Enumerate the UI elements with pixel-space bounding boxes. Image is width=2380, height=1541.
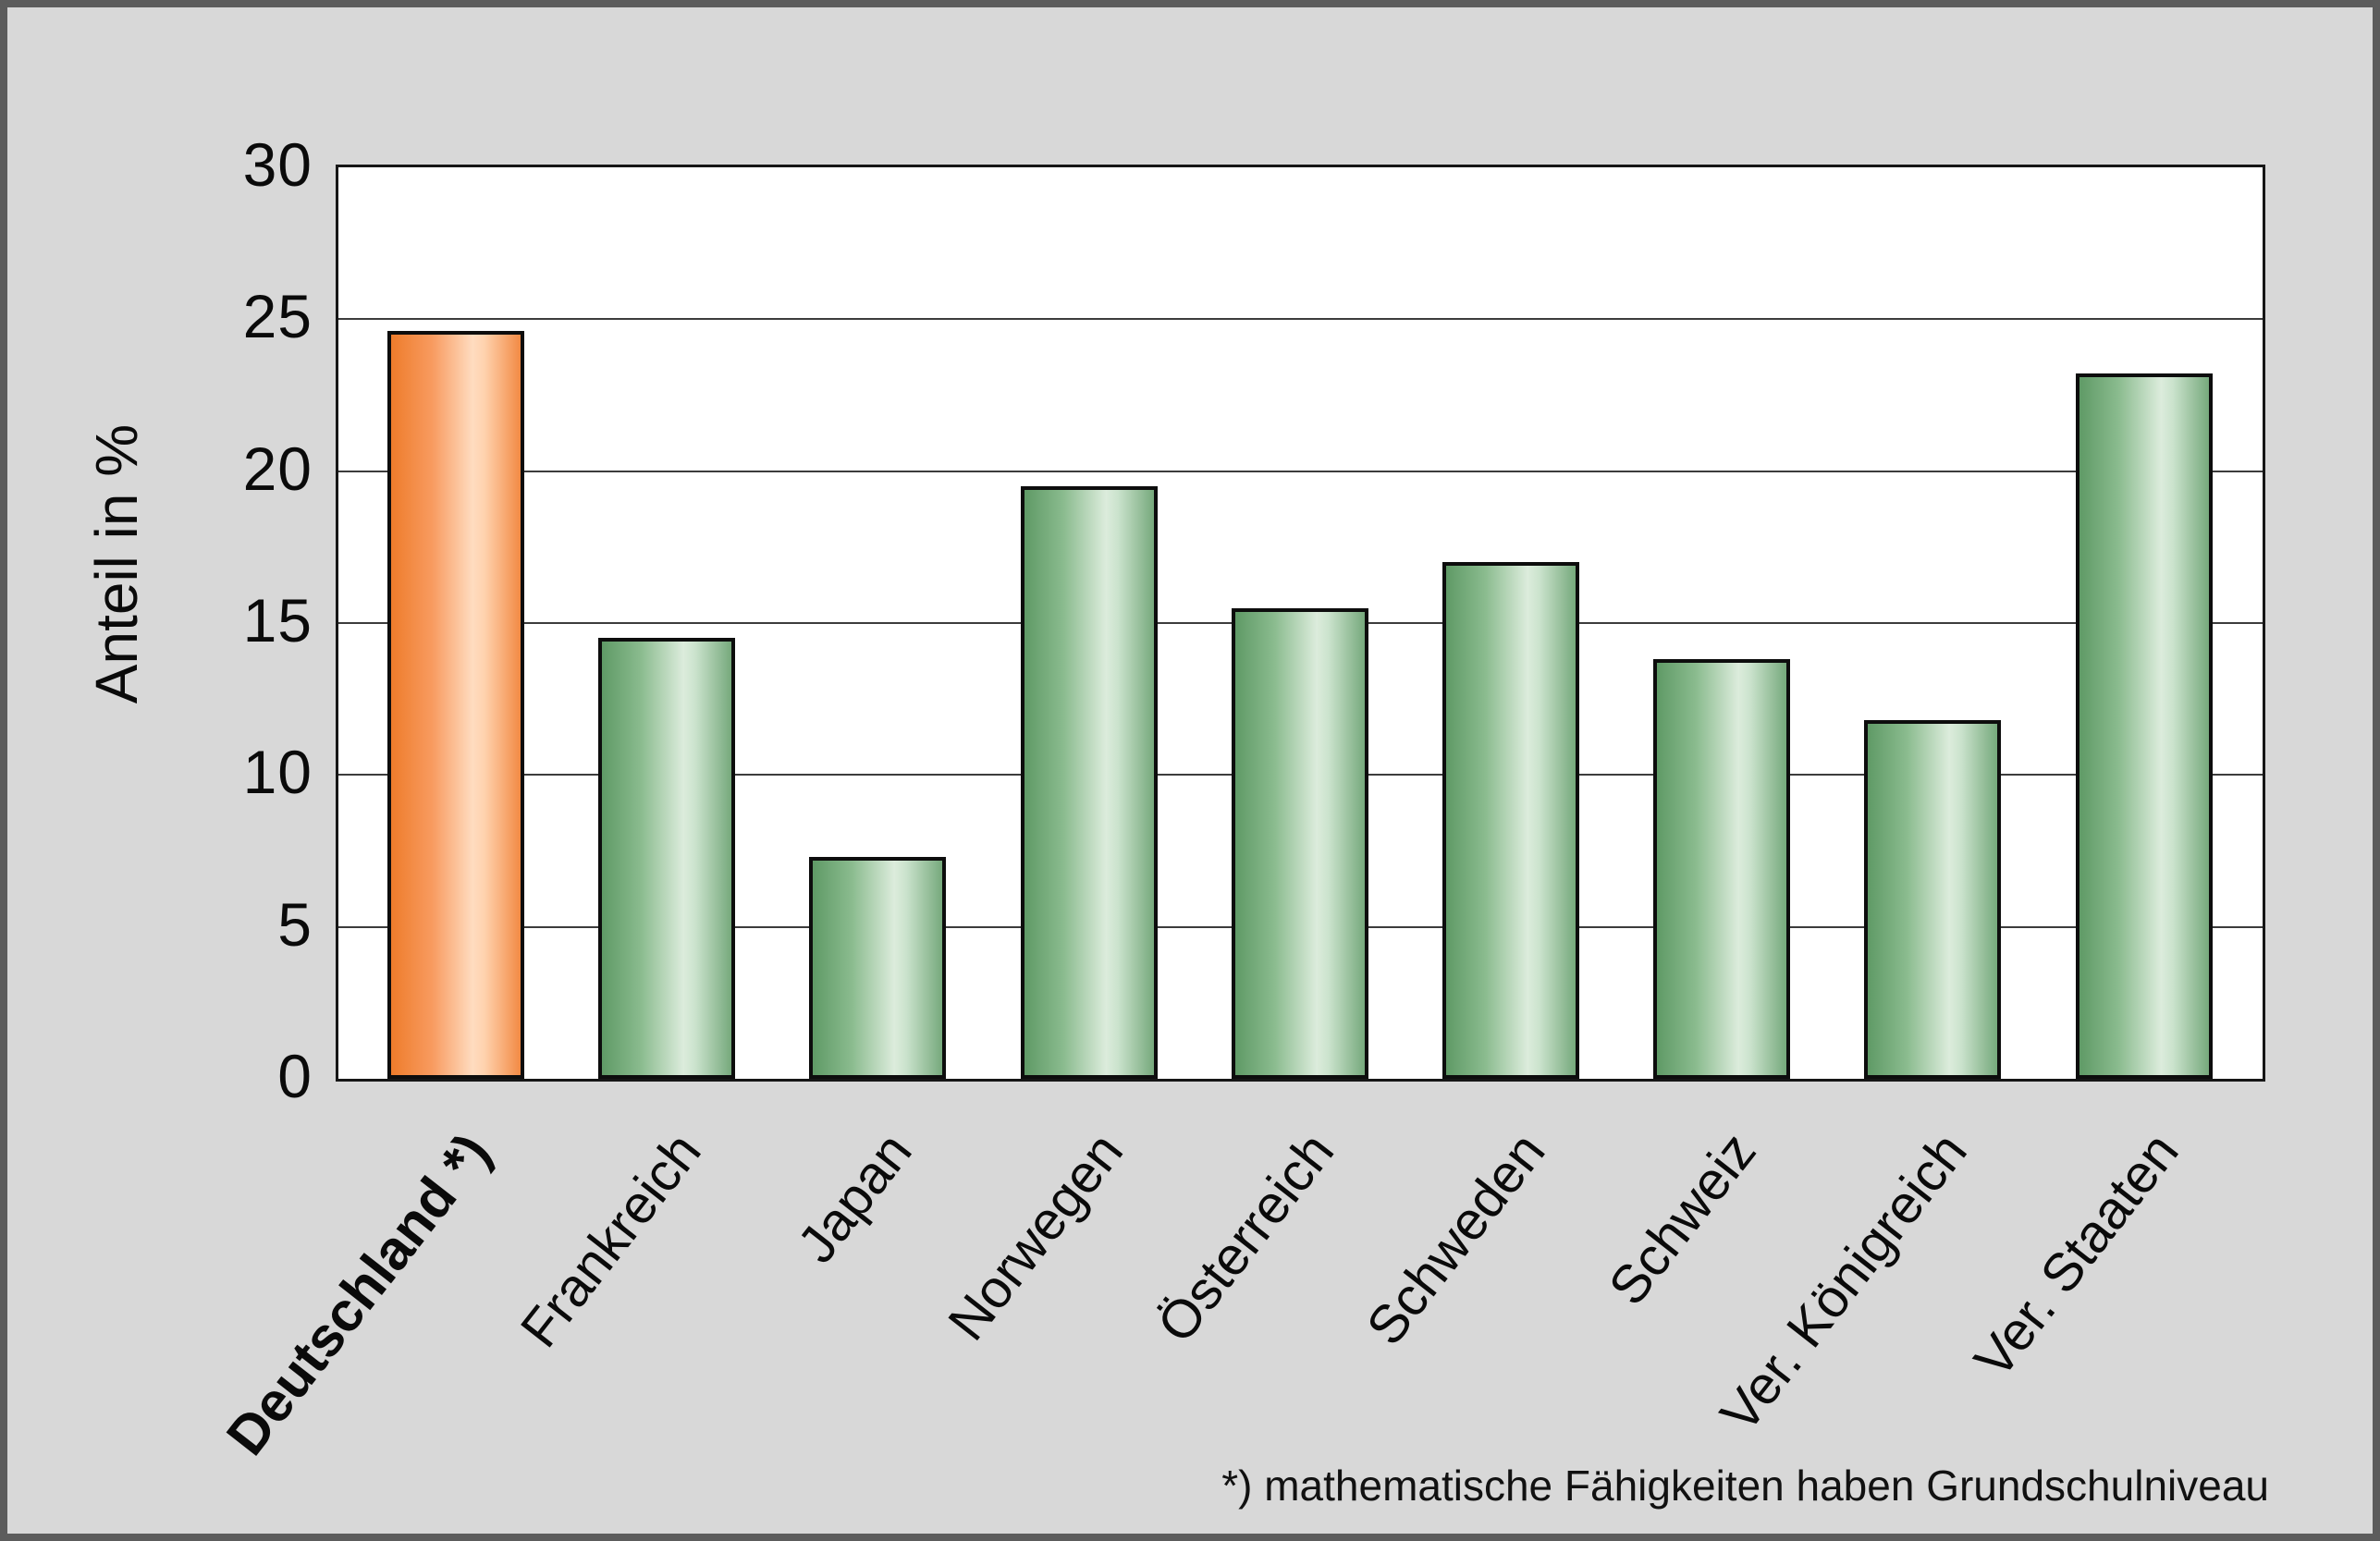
y-tick-label-5: 5 — [277, 889, 313, 959]
y-tick-label-15: 15 — [242, 585, 313, 654]
footnote: *) mathematische Fähigkeiten haben Grund… — [1221, 1462, 2269, 1510]
bar-Norwegen — [1020, 486, 1158, 1079]
gridline-25 — [338, 318, 2263, 321]
bar-Deutschland *) — [387, 331, 524, 1079]
bar-Japan — [809, 857, 947, 1079]
bar-Schweiz — [1653, 659, 1791, 1079]
y-tick-label-20: 20 — [242, 434, 313, 503]
y-tick-label-10: 10 — [242, 738, 313, 807]
bar-Ver. Staaten — [2075, 373, 2213, 1079]
gridline-20 — [338, 470, 2263, 472]
y-tick-label-25: 25 — [242, 282, 313, 351]
bar-Schweden — [1442, 562, 1579, 1079]
bar-Österreich — [1231, 608, 1368, 1079]
plot-area — [336, 165, 2265, 1082]
bar-Frankreich — [598, 638, 736, 1079]
y-tick-label-0: 0 — [277, 1041, 313, 1110]
y-tick-label-30: 30 — [242, 129, 313, 199]
bar-Ver. Königreich — [1864, 720, 2002, 1079]
